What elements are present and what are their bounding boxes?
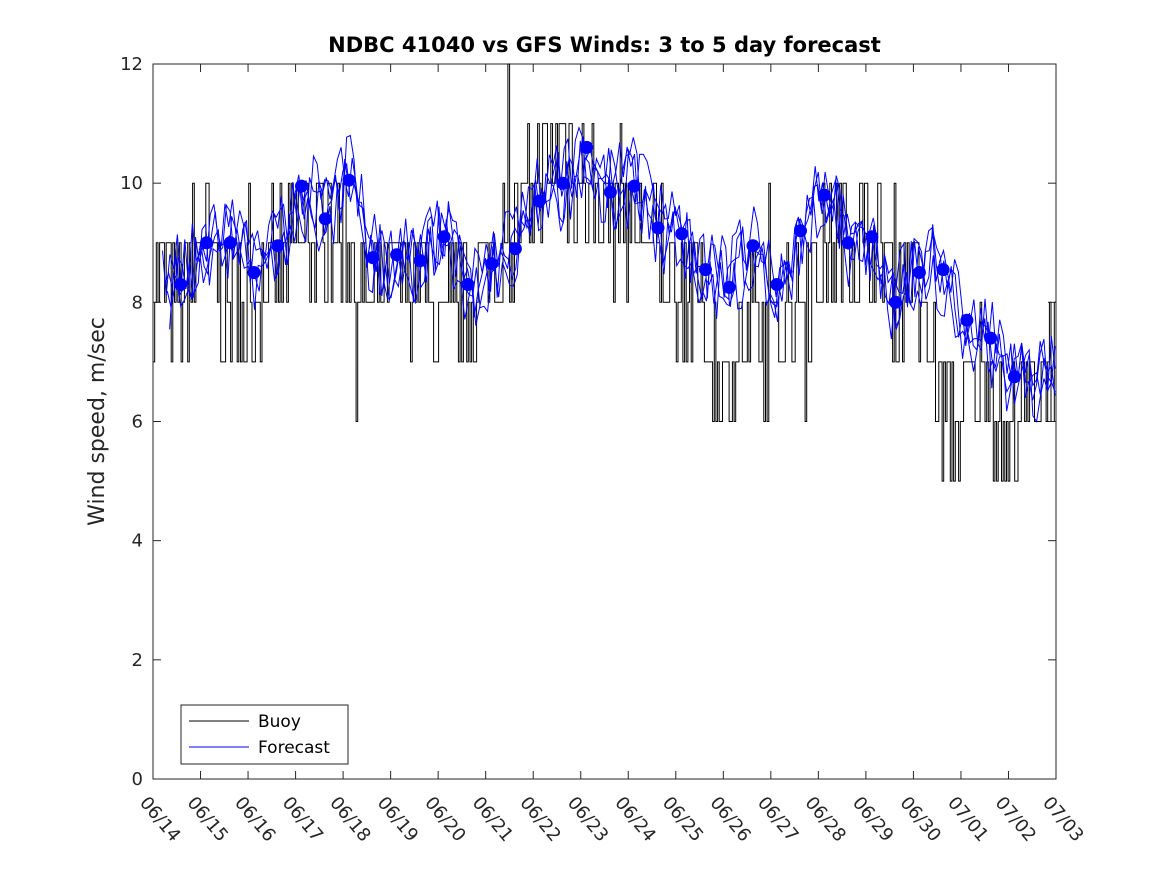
chart-title: NDBC 41040 vs GFS Winds: 3 to 5 day fore… bbox=[328, 33, 881, 57]
forecast-marker bbox=[912, 266, 926, 279]
forecast-marker bbox=[318, 212, 332, 226]
forecast-marker bbox=[722, 280, 736, 294]
forecast-marker bbox=[699, 263, 712, 277]
forecast-marker bbox=[580, 140, 594, 154]
y-tick-label: 4 bbox=[132, 531, 143, 552]
y-tick-label: 12 bbox=[120, 54, 143, 75]
forecast-marker bbox=[936, 263, 950, 277]
forecast-marker bbox=[1007, 370, 1021, 384]
y-tick-label: 2 bbox=[132, 650, 143, 671]
y-tick-label: 0 bbox=[132, 769, 143, 790]
forecast-marker bbox=[390, 248, 404, 262]
buoy-line bbox=[153, 63, 1056, 482]
legend-forecast-label: Forecast bbox=[258, 738, 330, 758]
forecast-line bbox=[166, 137, 1056, 396]
forecast-marker bbox=[437, 230, 451, 244]
forecast-marker bbox=[675, 227, 689, 241]
y-axis-label: Wind speed, m/sec bbox=[85, 317, 110, 526]
forecast-marker bbox=[366, 251, 380, 265]
forecast-marker bbox=[817, 188, 831, 202]
forecast-marker bbox=[770, 278, 784, 291]
forecast-marker bbox=[865, 230, 879, 244]
forecast-marker bbox=[223, 236, 237, 250]
forecast-marker bbox=[485, 257, 499, 271]
forecast-marker bbox=[984, 331, 998, 345]
y-tick-label: 6 bbox=[132, 412, 143, 433]
forecast-marker bbox=[508, 242, 522, 256]
legend-buoy-label: Buoy bbox=[258, 712, 301, 732]
forecast-marker bbox=[532, 194, 546, 208]
forecast-marker bbox=[889, 295, 903, 309]
forecast-marker bbox=[247, 266, 261, 279]
forecast-marker bbox=[603, 185, 617, 199]
forecast-marker bbox=[413, 254, 427, 268]
forecast-marker bbox=[200, 236, 213, 250]
y-axis: 0 2 4 6 8 10 12 bbox=[120, 54, 1056, 790]
forecast-line bbox=[164, 134, 1056, 394]
forecast-marker bbox=[271, 239, 285, 253]
forecast-marker bbox=[746, 239, 760, 253]
plot-area bbox=[152, 63, 1057, 780]
forecast-marker bbox=[461, 278, 475, 291]
forecast-marker bbox=[841, 236, 855, 250]
forecast-marker bbox=[174, 278, 188, 291]
forecast-marker bbox=[627, 179, 641, 193]
forecast-marker bbox=[794, 224, 807, 238]
buoy-series bbox=[153, 63, 1056, 482]
forecast-line bbox=[162, 125, 1056, 412]
y-tick-label: 8 bbox=[132, 292, 143, 313]
forecast-marker bbox=[960, 313, 974, 327]
forecast-marker bbox=[295, 179, 308, 193]
legend-box bbox=[180, 704, 349, 765]
forecast-markers bbox=[174, 140, 1021, 384]
legend: Buoy Forecast bbox=[180, 704, 349, 765]
forecast-marker bbox=[342, 173, 356, 187]
forecast-marker bbox=[556, 176, 570, 190]
forecast-marker bbox=[651, 221, 665, 235]
y-tick-label: 10 bbox=[120, 173, 143, 194]
